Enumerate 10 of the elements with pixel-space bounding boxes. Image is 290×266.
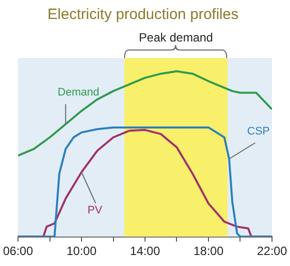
x-tick-label: 06:00 (3, 244, 34, 258)
chart-title: Electricity production profiles (48, 6, 238, 24)
x-tick-label: 10:00 (66, 244, 97, 258)
series-label: PV (88, 204, 103, 217)
text: CSP (247, 125, 270, 138)
x-tick-label: 18:00 (193, 244, 224, 258)
x-tick-label: 22:00 (256, 244, 288, 258)
band-label: Peak demand (138, 30, 213, 44)
x-tick-label: 14:00 (130, 244, 160, 258)
series-label: Demand (58, 86, 100, 99)
